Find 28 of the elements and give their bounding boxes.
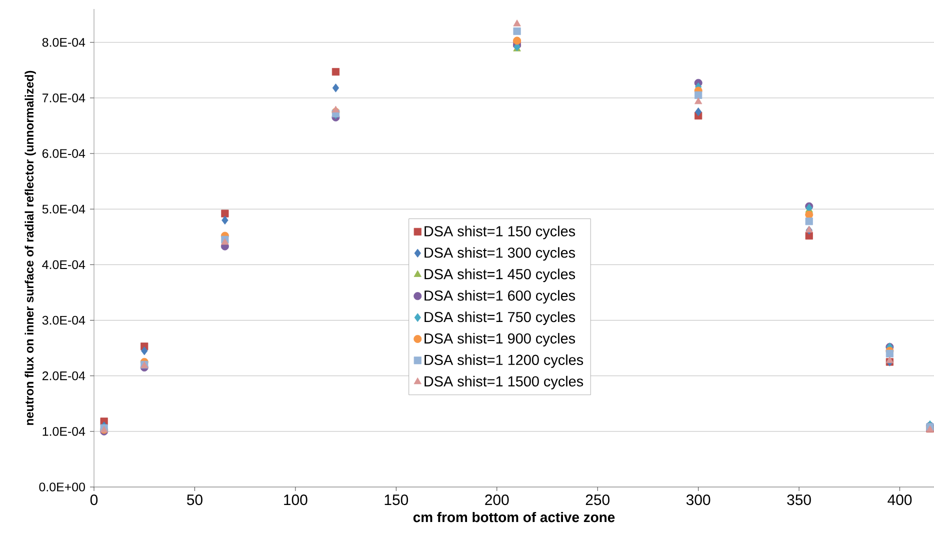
x-tick-label: 250 (586, 494, 610, 506)
x-tick-label: 350 (787, 494, 811, 506)
x-tick-label: 50 (187, 494, 202, 506)
x-axis-title: cm from bottom of active zone (413, 512, 615, 522)
x-tick-label: 150 (384, 494, 408, 506)
y-tick-label: 7.0E-04 (42, 94, 86, 102)
y-tick-label: 1.0E-04 (42, 427, 86, 436)
y-tick-label: 5.0E-04 (42, 204, 86, 214)
legend-label: DSA shist=1 450 cycles (424, 268, 576, 282)
x-tick-label: 0 (90, 494, 98, 506)
legend-label: DSA shist=1 1200 cycles (424, 354, 584, 368)
y-tick-label: 4.0E-04 (42, 260, 86, 270)
x-tick-label: 300 (686, 494, 710, 506)
legend-label: DSA shist=1 150 cycles (424, 226, 576, 240)
y-tick-label: 6.0E-04 (42, 149, 86, 158)
y-tick-label: 2.0E-04 (42, 371, 86, 380)
x-tick-label: 100 (284, 494, 308, 506)
legend-label: DSA shist=1 750 cycles (424, 312, 576, 326)
y-axis-title: neutron flux on inner surface of radial reflector (unnormalized) (24, 70, 36, 425)
y-tick-label: 0.0E+00 (39, 482, 85, 492)
y-tick-label: 3.0E-04 (42, 316, 86, 325)
x-tick-label: 400 (888, 494, 912, 506)
x-tick-label: 200 (485, 494, 509, 506)
legend-label: DSA shist=1 300 cycles (424, 247, 576, 261)
legend-label: DSA shist=1 1500 cycles (424, 376, 584, 390)
legend-label: DSA shist=1 600 cycles (424, 290, 576, 304)
legend-label: DSA shist=1 900 cycles (424, 332, 576, 346)
y-tick-label: 8.0E-04 (42, 38, 86, 47)
